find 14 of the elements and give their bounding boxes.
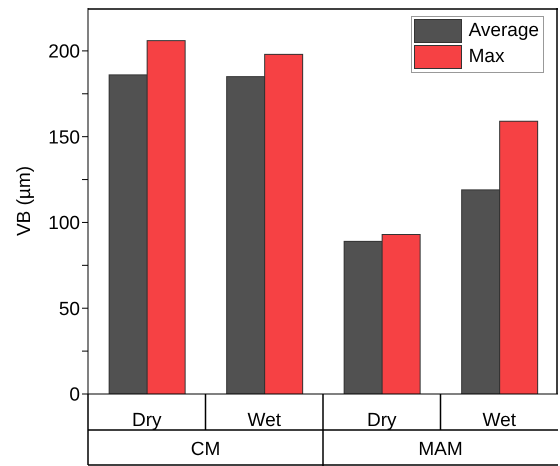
- legend-label: Average: [468, 20, 539, 42]
- x-tick-label: Dry: [132, 410, 162, 431]
- y-tick-label: 200: [48, 42, 80, 63]
- y-tick-label: 100: [48, 213, 80, 234]
- text: CM: [190, 439, 220, 460]
- y-axis-title: VB (µm): [14, 166, 35, 236]
- y-tick-label: 0: [69, 384, 80, 406]
- y-tick-label: 50: [58, 298, 80, 320]
- y-tick-label: 150: [48, 127, 80, 148]
- x-tick-label: Wet: [482, 410, 517, 431]
- legend-label: Max: [468, 46, 504, 68]
- x-tick-label: Dry: [366, 410, 398, 431]
- x-tick-label: Wet: [248, 410, 282, 431]
- text: MAM: [418, 439, 463, 460]
